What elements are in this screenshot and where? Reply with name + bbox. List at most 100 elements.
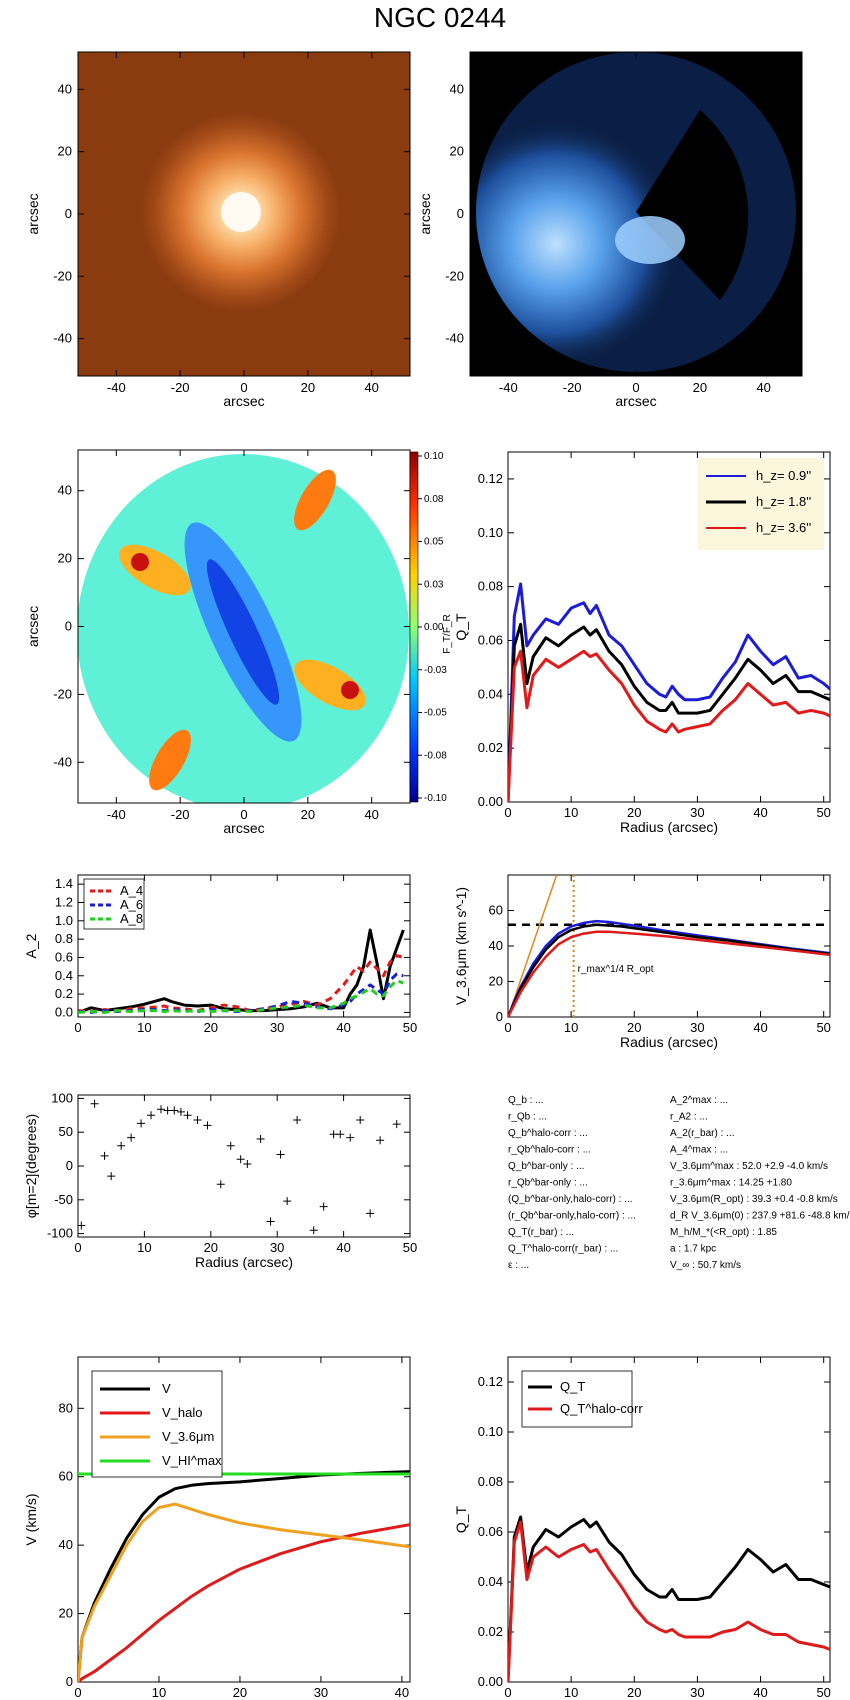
y-tick-label: 0 [65,206,72,221]
scatter-point [293,1116,302,1125]
y-tick-label: 40 [59,1537,73,1552]
x-tick-label: 10 [137,1240,151,1255]
x-tick-label: 50 [403,1020,417,1035]
x-tick-label: 0 [74,1020,81,1035]
fourier-amplitude-chart: 0 10 20 30 40 50 0.0 0.2 0.4 0.6 0.8 1.0 1.2 1.4 A_2 A_… [23,874,417,1035]
scatter-point [193,1116,202,1125]
plot-frame [77,1356,411,1683]
plot-area [508,875,830,1017]
info-right-line: A_2^max : ... [670,1095,728,1106]
scatter-point [157,1105,165,1114]
x-tick-label: 0 [632,380,639,395]
legend-label: V_3.6μm [162,1429,214,1444]
colorbar-tick-label: -0.03 [424,665,447,676]
y-tick-label: 60 [59,1469,73,1484]
info-right-line: V_∞ : 50.7 km/s [670,1260,741,1271]
info-right-line: V_3.6μm^max : 52.0 +2.9 -4.0 km/s [670,1161,828,1172]
x-tick-label: -20 [563,380,582,395]
x-tick-label: 20 [233,1685,247,1700]
y-tick-label: 0.6 [55,949,73,964]
scatter-point [100,1151,109,1160]
halo-velocity-chart: 010203040020406080Radius (arcsec)V (km/s… [23,1356,411,1700]
series-line-1 [78,1523,410,1682]
scatter-point [346,1133,355,1142]
y-tick-label: 1.4 [55,876,73,891]
info-left-line: (r_Qb^bar-only,halo-corr) : ... [508,1211,636,1222]
x-tick-label: 50 [816,805,830,820]
residual-arm [615,216,685,264]
x-tick-label: 40 [756,380,770,395]
x-tick-label: 10 [152,1685,166,1700]
info-left-line: r_Qb : ... [508,1112,547,1123]
x-tick-label: 40 [364,380,378,395]
colorbar-label: F_T/F_R [442,614,453,653]
info-left-line: r_Qb^bar-only : ... [508,1178,588,1189]
scatter-point [309,1226,318,1235]
y-tick-label: 0.12 [478,471,503,486]
y-tick-label: 0.04 [478,1574,503,1589]
info-right-line: r_3.6μm^max : 14.25 +1.80 [670,1178,792,1189]
scatter-point [226,1141,235,1150]
rotation-curve-chart: 0 10 20 30 40 50 0 20 40 60 Radius (arcsec) V_3.6μm… [453,874,831,1050]
map-lobe-pos-3 [294,469,336,531]
info-right-line: d_R V_3.6μm(0) : 237.9 +81.6 -48.8 km/s/… [670,1211,850,1222]
legend-label: Q_T^halo-corr [560,1401,643,1416]
y-tick-label: 1.0 [55,913,73,928]
force-ratio-map-panel: -40 -20 0 20 40 40 20 0 -20 -40 arcsec arcsec 0.10 0… [25,449,453,836]
legend-label: h_z= 3.6'' [756,520,811,535]
series-line-3 [78,978,404,1014]
residual-void [636,110,749,300]
x-tick-label: 20 [627,1685,641,1700]
y-tick-label: 60 [489,903,503,918]
map-lobe-pos-4 [149,729,191,791]
colorbar-tick-label: -0.10 [424,793,447,804]
legend-label: V_halo [162,1405,202,1420]
y-tick-label: 0.8 [55,931,73,946]
y-axis-label: arcsec [25,606,41,647]
x-tick-label: 0 [504,805,511,820]
scatter-point [256,1134,265,1143]
plot-frame [507,1356,831,1683]
scatter-point [356,1116,365,1125]
info-left-line: r_Qb^halo-corr : ... [508,1145,591,1156]
y-tick-label: 0.08 [478,1474,503,1489]
colorbar-tick-label: 0.05 [424,537,444,548]
series-line-0 [78,1470,410,1682]
series-line-1 [508,622,830,802]
series-line-0 [508,582,830,802]
x-tick-label: 0 [240,807,247,822]
plot-area [508,1515,830,1682]
info-left-line: Q_T(r_bar) : ... [508,1227,574,1238]
x-tick-label: 40 [395,1685,409,1700]
y-tick-label: 40 [450,81,464,96]
y-tick-label: 50 [59,1124,73,1139]
y-axis-label: V (km/s) [23,1493,39,1545]
colorbar-tick-label: -0.05 [424,708,447,719]
colorbar-tick-label: 0.10 [424,451,444,462]
y-axis-label: arcsec [25,193,41,234]
x-tick-label: 20 [627,805,641,820]
x-tick-label: 40 [336,1020,350,1035]
x-tick-label: 20 [693,380,707,395]
y-tick-label: -20 [445,268,464,283]
x-tick-label: 40 [336,1240,350,1255]
y-tick-label: 0.08 [478,579,503,594]
series-line-2 [508,930,830,1017]
y-tick-label: 0.00 [478,794,503,809]
y-tick-label: 0.2 [55,986,73,1001]
info-right-line: V_3.6μm(R_opt) : 39.3 +0.4 -0.8 km/s [670,1194,838,1205]
info-right-line: A_2(r_bar) : ... [670,1128,734,1139]
info-left-line: Q_b : ... [508,1095,544,1106]
colorbar-tick-label: 0.08 [424,494,444,505]
legend-label: V [162,1381,171,1396]
y-tick-label: 20 [58,551,72,566]
y-tick-label: 0.06 [478,1524,503,1539]
series-line-2 [78,1502,410,1682]
scatter-point [203,1121,212,1130]
y-tick-label: 0.0 [55,1004,73,1019]
y-tick-label: -100 [47,1226,73,1241]
scatter-point [366,1209,375,1218]
x-tick-label: 30 [690,805,704,820]
x-tick-label: 10 [564,805,578,820]
x-tick-label: 30 [314,1685,328,1700]
